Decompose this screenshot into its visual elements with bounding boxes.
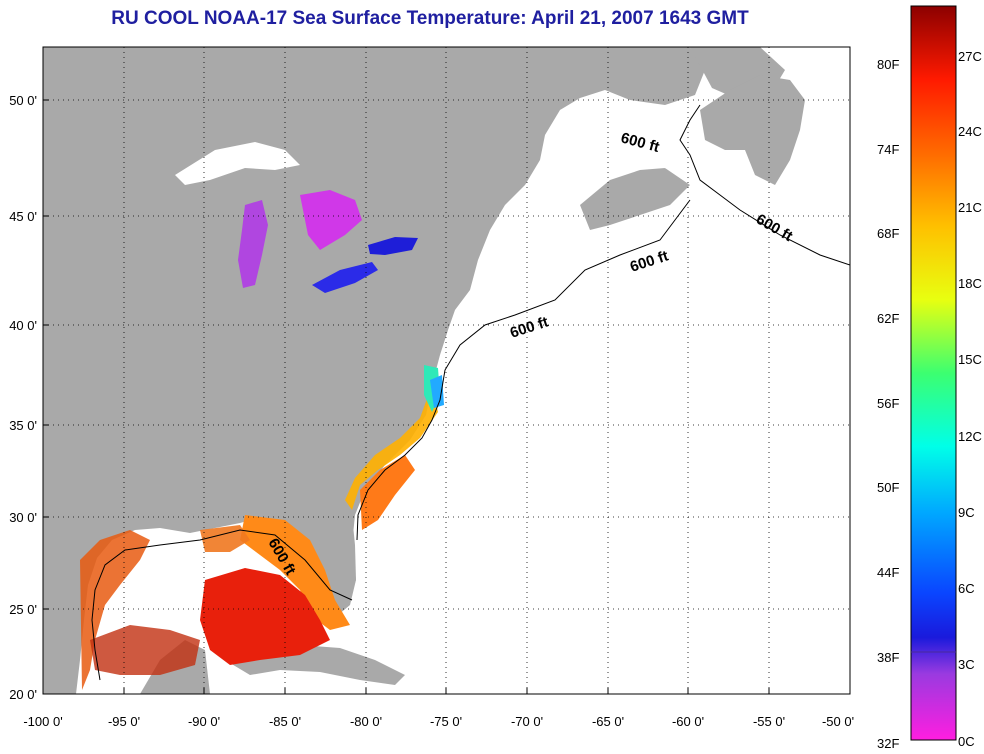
lat-tick-label: 25 0' [9,602,37,617]
lon-tick-label: -70 0' [511,714,543,729]
lon-tick-label: -55 0' [753,714,785,729]
sst-gulf-west [80,530,150,690]
land-nova-scotia [580,168,690,230]
colorbar-c-label: 24C [958,124,982,139]
colorbar-f-label: 80F [877,57,899,72]
lake-erie [312,262,378,293]
gulf-st-lawrence [560,95,700,190]
contour-600ft [91,104,850,681]
colorbar-c-label: 18C [958,276,982,291]
colorbar-f-label: 44F [877,565,899,580]
colorbar-c-label: 6C [958,581,975,596]
lon-tick-label: -80 0' [350,714,382,729]
lat-tick-label: 20 0' [9,687,37,702]
lat-tick-label: 45 0' [9,209,37,224]
colorbar-f-label: 56F [877,396,899,411]
sst-carolina-offshore [360,455,415,530]
sst-gulf-east [240,515,350,630]
lake-superior [175,142,300,185]
sst-gulf-bay-campeche [90,625,200,675]
colorbar-f-label: 38F [877,650,899,665]
colorbar-c-label: 3C [958,657,975,672]
sst-gulf-stream-coastal [345,385,438,510]
lat-tick-label: 35 0' [9,418,37,433]
lon-tick-label: -75 0' [430,714,462,729]
lake-huron [300,190,362,250]
map-area: 600 ft 600 ft 600 ft 600 ft 600 ft [43,47,850,694]
colorbar-c-label: 9C [958,505,975,520]
colorbar-f-label: 62F [877,311,899,326]
lat-tick-label: 30 0' [9,510,37,525]
lake-ontario [368,237,418,255]
lon-tick-label: -60 0' [672,714,704,729]
colorbar-f-label: 74F [877,142,899,157]
sst-gulf-north [200,525,250,552]
lake-michigan [238,200,268,288]
colorbar-f-label: 50F [877,480,899,495]
lon-tick-label: -95 0' [108,714,140,729]
lon-tick-label: -85 0' [269,714,301,729]
lon-tick-label: -100 0' [23,714,62,729]
lon-tick-label: -65 0' [592,714,624,729]
sst-gulf-central [200,568,330,665]
colorbar-c-label: 21C [958,200,982,215]
lat-tick-label: 50 0' [9,93,37,108]
colorbar-f-label: 68F [877,226,899,241]
map-tick-marks [42,99,851,694]
lon-tick-label: -50 0' [822,714,854,729]
lon-tick-label: -90 0' [188,714,220,729]
map-title: RU COOL NOAA-17 Sea Surface Temperature:… [111,8,749,29]
colorbar-c-label: 15C [958,352,982,367]
lat-tick-label: 40 0' [9,318,37,333]
land-newfoundland [700,75,805,185]
colorbar-gradient [910,5,957,741]
colorbar-c-label: 12C [958,429,982,444]
colorbar-f-label: 32F [877,736,899,751]
temperature-colorbar: 32F 38F 44F 50F 56F 62F 68F 74F 80F 0C 3… [877,5,982,751]
colorbar-c-label: 27C [958,49,982,64]
colorbar-c-label: 0C [958,734,975,749]
land-north-america [43,47,705,694]
